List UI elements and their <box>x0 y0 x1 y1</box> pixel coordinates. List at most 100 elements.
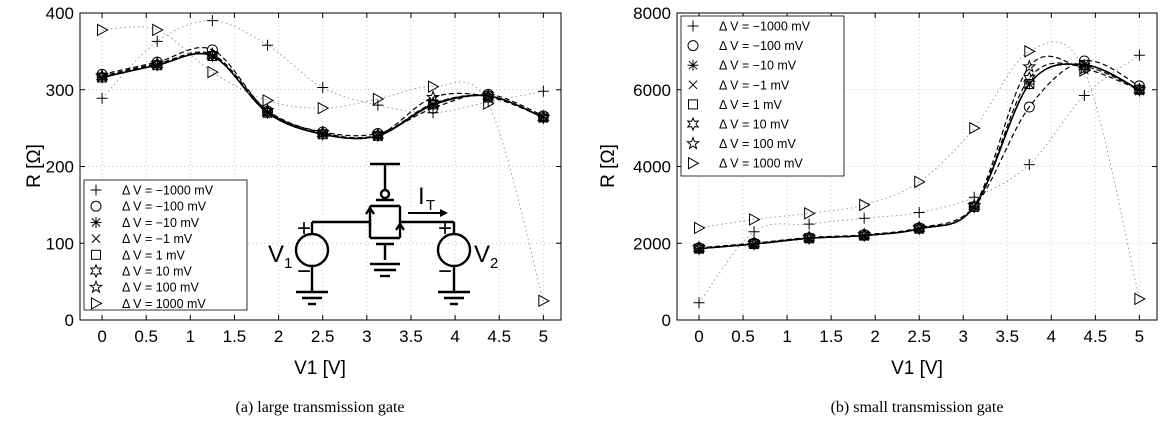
panel-a-legend-label: Δ V = 10 mV <box>122 265 193 279</box>
panel-b-curves <box>698 41 1140 304</box>
panel-a-data-point-triangle-right <box>207 65 219 79</box>
circuit-schematic <box>294 162 472 306</box>
panel-b-data-point-triangle-right <box>749 213 761 226</box>
panel-a-legend-label: Δ V = 1000 mV <box>122 297 206 311</box>
panel-b-data-point-pentagram <box>967 198 982 212</box>
panel-a-data-point-pentagram <box>94 68 110 82</box>
panel-b-data-point-triangle-right <box>969 121 981 135</box>
panel-a-x-tick-label: 1 <box>186 327 195 346</box>
panel-b-data-point-hexagram <box>747 236 761 251</box>
panel-a-markers <box>94 15 551 308</box>
panel-a-data-point-plus <box>206 15 218 27</box>
panel-b-data-point-triangle-right <box>1079 64 1091 77</box>
panel-a-data-point-hexagram <box>371 127 385 143</box>
panel-a-y-tick-label: 200 <box>46 158 74 177</box>
panel-a-legend-marker-triangle-right <box>91 297 103 310</box>
panel-b-legend-label: Δ V = −10 mV <box>719 59 797 73</box>
panel-b-data-point-hexagram <box>1023 71 1036 86</box>
panel-b-x-tick-label: 0.5 <box>731 327 755 346</box>
panel-b-data-point-triangle-right <box>1024 45 1036 58</box>
panel-b-data-point-plus <box>913 207 925 219</box>
panel-a-legend-label: Δ V = −1000 mV <box>122 184 214 198</box>
panel-a-data-point-plus <box>96 92 108 104</box>
panel-a-legend-box <box>83 179 248 311</box>
panel-a-legend-marker-plus <box>90 184 102 196</box>
panel-a-data-point-triangle-right <box>372 92 385 106</box>
panel-b-data-point-triangle-right <box>1134 292 1146 306</box>
panel-a-data-point-triangle-right <box>317 101 330 115</box>
panel-b-legend-marker-asterisk <box>687 59 699 71</box>
panel-a-data-point-plus <box>537 85 549 97</box>
panel-b-x-tick-label: 4 <box>1047 327 1056 346</box>
panel-b-data-point-plus <box>1133 49 1145 61</box>
panel-b-x-tick-label: 4.5 <box>1084 327 1108 346</box>
panel-a-legend-label: Δ V = 100 mV <box>122 281 199 295</box>
panel-b-data-point-triangle-right <box>859 198 871 212</box>
panel-a-x-tick-label: 2 <box>274 327 283 346</box>
panel-b-data-point-hexagram <box>802 230 816 246</box>
panel-b-data-point-pentagram <box>857 227 872 241</box>
circuit-v2-label: V <box>474 241 490 268</box>
panel-a-data-point-pentagram <box>150 56 165 70</box>
panel-b-data-point-plus <box>1023 159 1035 171</box>
panel-a-legend-marker-square <box>91 249 101 260</box>
panel-b-x-tick-label: 0 <box>694 327 703 346</box>
panel-a-legend-label: Δ V = −100 mV <box>122 200 207 214</box>
panel-b-legend-label: Δ V = −100 mV <box>719 39 804 53</box>
panel-b-data-point-pentagram <box>912 220 927 234</box>
panel-a-data-point-plus <box>317 81 329 93</box>
panel-b-data-point-plus <box>693 297 705 309</box>
circuit-v1-plus: + <box>297 215 311 242</box>
panel-a-legend-marker-hexagram <box>89 263 103 279</box>
panel-a-x-tick-label: 2.5 <box>311 327 335 346</box>
panel-b-data-point-pentagram <box>746 235 762 250</box>
circuit-v2-subscript: 2 <box>490 255 498 272</box>
panel-b-data-point-triangle-right <box>694 221 706 235</box>
panel-a-large-transmission-gate: 0 0.5 1 1.5 2 2.5 3 3.5 4 4.5 5 0 100 200 300 400 R [Ω]… <box>24 4 562 416</box>
panel-a-y-tick-label: 100 <box>46 234 74 253</box>
panel-a-y-tick-label: 0 <box>65 311 74 330</box>
panel-a-data-point-hexagram <box>481 88 495 104</box>
panel-b-series-line <box>698 41 1140 300</box>
circuit-v1-label: V <box>268 241 284 268</box>
panel-a-ylabel: R [Ω] <box>24 144 45 188</box>
panel-b-x-tick-label: 3.5 <box>995 327 1019 346</box>
panel-a-data-point-pentagram <box>425 89 441 104</box>
panel-a-data-point-pentagram <box>536 109 551 124</box>
panel-b-data-point-triangle-right <box>804 206 816 220</box>
panel-b-markers <box>691 45 1147 309</box>
panel-b-data-point-pentagram <box>1132 82 1147 96</box>
current-arrow-icon <box>440 209 448 217</box>
panel-b-legend-label: Δ V = 100 mV <box>719 137 796 151</box>
panel-a-x-tick-label: 0 <box>97 327 106 346</box>
panel-a-data-point-pentagram <box>370 127 385 142</box>
panel-b-data-point-pentagram <box>1022 59 1037 73</box>
panel-b-legend-label: Δ V = 1000 mV <box>719 157 803 171</box>
panel-b-y-tick-label: 8000 <box>633 4 671 23</box>
panel-b-x-tick-label: 1 <box>782 327 791 346</box>
panel-b-legend-marker-circle <box>687 40 699 52</box>
panel-a-data-point-pentagram <box>315 125 330 139</box>
panel-a-data-point-plus <box>262 39 274 51</box>
panel-a-caption: (a) large transmission gate <box>236 399 405 416</box>
panel-a-y-tick-label: 300 <box>46 81 74 100</box>
panel-a-data-point-asterisk <box>427 99 439 111</box>
panel-a-legend: Δ V = −1000 mV Δ V = −100 mV Δ V = −10 mV Δ… <box>83 179 248 311</box>
panel-b-legend-marker-hexagram <box>686 116 700 132</box>
panel-b-legend-marker-square <box>688 99 698 110</box>
panel-b-data-point-pentagram <box>802 230 817 244</box>
circuit-current-label: I <box>418 183 425 210</box>
panel-a-x-tick-label: 4.5 <box>487 327 511 346</box>
panel-a-data-point-hexagram <box>426 96 440 111</box>
panel-b-data-point-square <box>1024 78 1035 89</box>
circuit-current-subscript: T <box>426 197 435 214</box>
panel-b-data-point-triangle-right <box>914 175 926 189</box>
panel-a-data-point-triangle-right <box>538 294 550 308</box>
panel-b-legend-marker-plus <box>687 20 699 32</box>
panel-a-data-point-triangle-right <box>152 23 164 37</box>
panel-a-data-point-pentagram <box>481 89 496 103</box>
panel-b-series-line <box>698 55 1140 249</box>
panel-a-legend-marker-x <box>91 234 101 244</box>
panel-a-xlabel: V1 [V] <box>294 358 346 379</box>
